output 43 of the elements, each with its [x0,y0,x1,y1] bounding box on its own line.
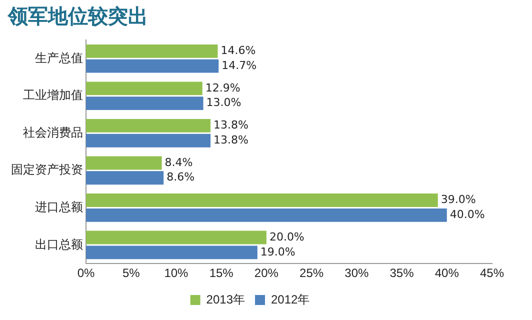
x-tick-label: 0% [77,266,95,280]
x-tick-label: 20% [254,266,279,280]
data-label: 14.6% [220,44,256,58]
x-tick-label: 45% [480,266,504,280]
bar [86,230,266,244]
y-tick-label: 固定资产投资 [11,162,83,177]
data-label: 13.8% [214,118,248,132]
data-label: 40.0% [450,208,485,222]
data-label: 19.0% [260,245,296,258]
data-label: 13.0% [206,96,242,110]
y-tick-label: 出口总额 [35,237,83,252]
x-tick-label: 30% [344,266,369,280]
bar [86,59,219,73]
x-tick-label: 5% [122,266,140,280]
data-label: 14.7% [222,58,257,72]
bar [86,208,447,222]
bar [86,82,202,96]
data-label: 20.0% [269,230,304,244]
legend-label: 2012年 [271,292,310,306]
bar [86,119,211,132]
bar [86,44,218,58]
data-label: 8.6% [166,170,195,184]
bar [86,96,204,110]
legend-label: 2013年 [206,292,246,306]
y-tick-label: 进口总额 [35,200,83,214]
data-label: 13.8% [214,133,248,146]
y-tick-label: 工业增加值 [23,88,83,102]
x-tick-label: 10% [164,266,189,280]
bar [86,156,162,170]
chart-title: 领军地位较突出 [7,4,148,28]
x-tick-label: 35% [390,266,414,280]
bar [86,134,211,148]
data-label: 12.9% [205,81,240,94]
x-tick-label: 25% [300,266,324,280]
y-tick-label: 社会消费品 [23,125,83,140]
x-tick-label: 40% [434,266,460,280]
y-tick-label: 生产总值 [35,50,83,65]
bar [86,194,438,207]
bar [86,246,258,260]
x-tick-label: 15% [209,266,234,280]
data-label: 8.4% [164,156,193,169]
data-label: 39.0% [440,193,476,206]
bar [86,171,164,185]
